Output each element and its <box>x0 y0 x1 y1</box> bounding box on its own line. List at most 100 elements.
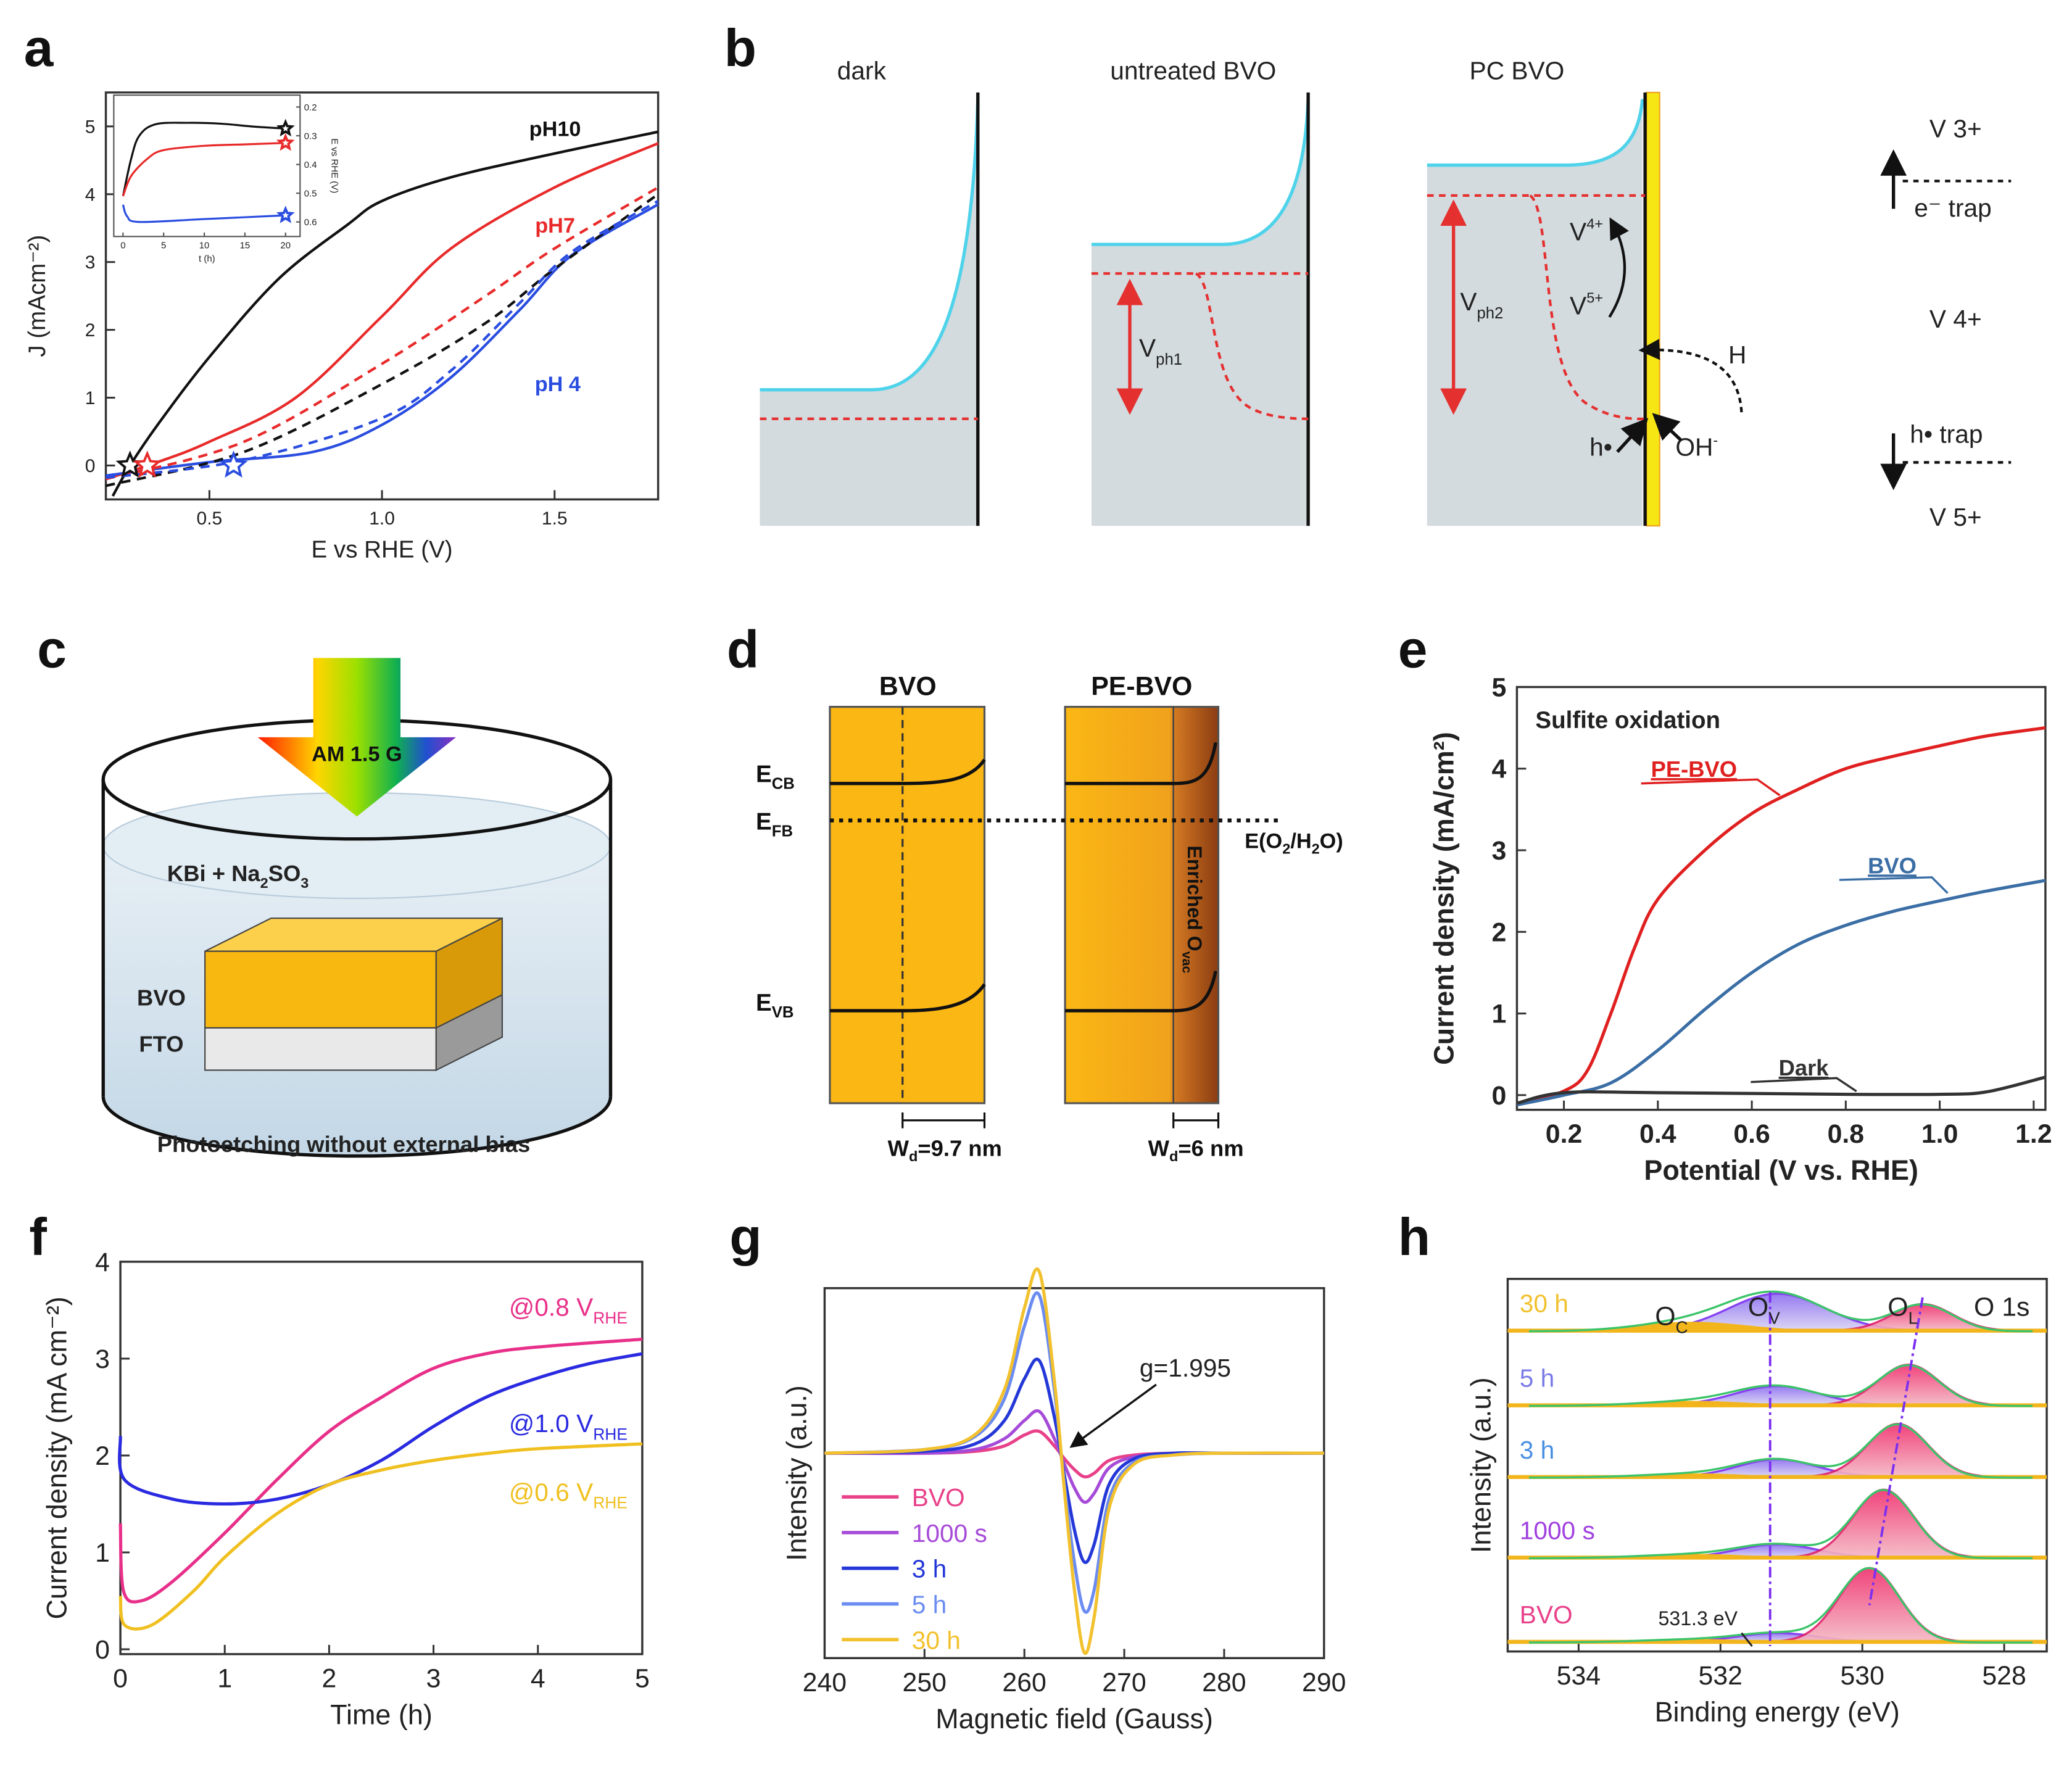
oh-main: OH <box>1675 433 1713 462</box>
series-line-30h <box>824 1267 1324 1655</box>
x-tick-label: 3 <box>426 1663 441 1693</box>
panel-label-e: e <box>1398 619 1428 679</box>
electrolyte-b: SO <box>268 861 301 886</box>
series-line-dashed <box>105 186 659 481</box>
efb-main: E <box>756 809 772 835</box>
x-tick-label: 0.8 <box>1828 1119 1865 1149</box>
series-label: pH10 <box>529 118 581 141</box>
inset-series-line <box>122 122 286 197</box>
wd-bvo-label: Wd=9.7 nm <box>888 1136 1002 1165</box>
untreated-band <box>1091 99 1309 526</box>
series-label-main: @0.6 V <box>509 1478 593 1506</box>
v4-level: V 4+ <box>1929 305 1982 333</box>
electrolyte-a: KBi + Na <box>167 861 260 886</box>
plot-frame <box>1515 686 2047 1111</box>
inset-x-tick-label: 15 <box>240 241 251 251</box>
inset-x-axis-label: t (h) <box>199 254 215 264</box>
series-label-sub: RHE <box>593 1309 628 1327</box>
redox-label: E(O2/H2O) <box>1245 830 1343 857</box>
electrolyte-sub1: 2 <box>260 875 268 891</box>
ov-annotation: OV <box>1748 1293 1780 1328</box>
series-line-PE-BVO <box>1516 726 2046 1107</box>
x-axis-label: E vs RHE (V) <box>312 537 453 563</box>
series-line <box>118 1352 643 1506</box>
y-tick-label: 2 <box>1491 917 1506 947</box>
y-axis-label: Current density (mA/cm²) <box>1428 732 1460 1065</box>
oc-annotation-main: O <box>1655 1302 1675 1332</box>
x-axis-label: Magnetic field (Gauss) <box>935 1703 1213 1734</box>
wd-pe-main: W <box>1148 1136 1170 1161</box>
series-label: 30 h <box>1520 1290 1569 1318</box>
bvo-vb <box>829 983 986 1013</box>
series-label: pH 4 <box>535 373 581 396</box>
y-tick-label: 2 <box>95 1441 110 1471</box>
x-tick-label: 0.4 <box>1639 1119 1676 1149</box>
spectrum-3h: 3 h <box>1507 1422 2047 1480</box>
series-label-PE-BVO: PE-BVO <box>1651 756 1738 782</box>
x-tick-label: 0.5 <box>197 508 223 529</box>
x-tick-label: 530 <box>1840 1661 1884 1691</box>
panel-label-c: c <box>37 619 67 679</box>
h-trap-label: h• trap <box>1910 420 1983 448</box>
light-arrow-icon <box>257 658 456 817</box>
y-axis-label: J (mAcm⁻²) <box>24 235 51 357</box>
v5-sup: 5+ <box>1586 289 1603 305</box>
envelope-fit <box>1528 1364 2033 1407</box>
wd-bvo-sub: d <box>909 1148 918 1164</box>
y-tick-label: 0 <box>1491 1081 1506 1111</box>
legend-label: BVO <box>912 1483 965 1512</box>
y-tick-label: 2 <box>85 320 96 341</box>
panel-label-g: g <box>729 1207 761 1267</box>
spectrum-5h: 5 h <box>1507 1363 2047 1407</box>
series-label: 5 h <box>1520 1364 1555 1393</box>
panel-b-diagram: dark untreated BVO PC BVO Vph1 Vph2 V4+ … <box>760 56 2012 531</box>
ov-annotation-main: O <box>1748 1293 1768 1322</box>
bvo-layer <box>204 950 437 1029</box>
v4-main: V <box>1570 218 1586 246</box>
v5-label: V5+ <box>1570 289 1603 320</box>
redox-s2: 2 <box>1312 840 1320 856</box>
legend-label: 3 h <box>912 1555 947 1583</box>
untreated-hole-fermi <box>1195 272 1309 420</box>
series-line-BVO <box>1516 879 2046 1107</box>
redox-a: E(O <box>1245 830 1282 853</box>
y-tick-label: 1 <box>95 1538 110 1568</box>
x-tick-label: 0.6 <box>1733 1119 1770 1149</box>
redox-b: /H <box>1290 830 1311 853</box>
legend-label: 5 h <box>912 1590 947 1618</box>
x-axis-label: Time (h) <box>330 1699 433 1730</box>
dark-cb-edge <box>760 99 980 392</box>
series-line-dashed <box>106 193 659 487</box>
wd-bvo-value: =9.7 nm <box>918 1136 1002 1161</box>
chart-panel-h: 534 532 530 528 Binding energy (eV) Intensity… <box>1465 1278 2048 1728</box>
v5-to-v4-arrow <box>1608 217 1629 318</box>
series-label-sub: RHE <box>593 1425 628 1443</box>
inset-frame <box>113 94 301 238</box>
inset-series-line <box>122 204 286 223</box>
y-tick-label: 1 <box>85 388 96 408</box>
pe-bvo-title: PE-BVO <box>1091 671 1192 701</box>
bvo-layer-label: BVO <box>137 985 186 1011</box>
enriched-sub: vac <box>1180 951 1195 974</box>
inset-y-tick-label: 0.5 <box>304 189 317 199</box>
enriched-label: Enriched Ovac <box>1180 845 1206 973</box>
fto-layer <box>204 1027 437 1071</box>
efb-sub: FB <box>772 822 793 840</box>
bvo-cb <box>829 758 986 785</box>
x-tick-label: 270 <box>1102 1668 1146 1697</box>
redox-c: O) <box>1320 830 1343 853</box>
v4-label: V4+ <box>1570 215 1603 246</box>
efb-label: EFB <box>756 809 793 840</box>
y-axis-label: Current density (mA cm⁻²) <box>41 1296 72 1619</box>
legend-label: 1000 s <box>912 1519 987 1547</box>
onset-star-marker <box>219 450 248 478</box>
chart-title: Sulfite oxidation <box>1535 707 1720 734</box>
series-label: 1000 s <box>1520 1516 1595 1544</box>
y-tick-label: 4 <box>1491 755 1506 784</box>
inset-y-tick-label: 0.6 <box>304 217 317 228</box>
fto-side-face <box>435 993 503 1072</box>
series-line-pH4 <box>106 203 659 478</box>
redox-s1: 2 <box>1282 840 1290 856</box>
series-label-sub: RHE <box>593 1494 628 1512</box>
series-label-BVO: BVO <box>1868 853 1917 878</box>
